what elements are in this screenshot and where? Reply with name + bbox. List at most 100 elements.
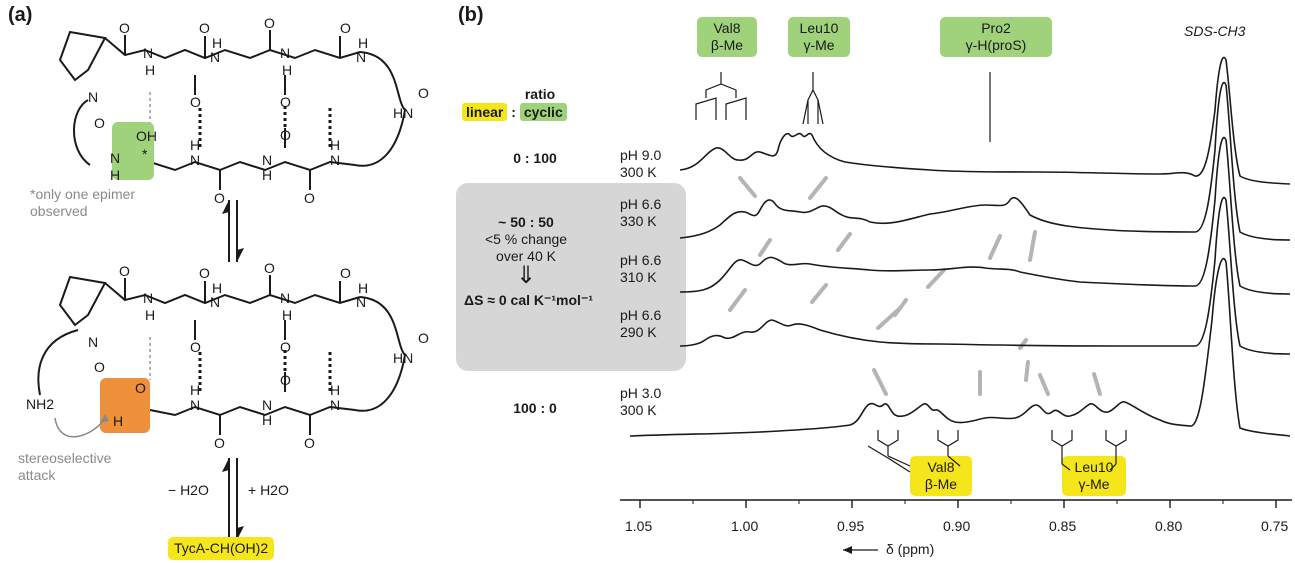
x-axis — [620, 499, 1292, 508]
x-tick-5: 0.85 — [1049, 518, 1077, 534]
epimer-star: * — [142, 146, 148, 162]
svg-text:O: O — [418, 85, 429, 101]
svg-text:O: O — [340, 20, 351, 36]
svg-text:O: O — [214, 435, 225, 451]
svg-text:H: H — [212, 35, 222, 51]
svg-text:N: N — [88, 334, 98, 350]
svg-text:N: N — [210, 49, 220, 65]
svg-text:H: H — [190, 137, 200, 153]
x-axis-label: δ (ppm) — [886, 541, 935, 557]
svg-text:N: N — [280, 290, 290, 306]
hemiaminal-oh-label: OH — [136, 128, 157, 144]
ratio-legend: linear : cyclic — [462, 103, 567, 121]
svg-text:H: H — [282, 62, 292, 78]
top-left-loop — [73, 99, 91, 166]
svg-text:O: O — [94, 115, 105, 131]
spectrum-5-conditions: pH 3.0 300 K — [620, 385, 662, 418]
spectrum-4-conditions: pH 6.6 290 K — [620, 307, 662, 340]
svg-text:O: O — [190, 94, 201, 110]
attack-arrow — [54, 417, 106, 438]
svg-text:O: O — [280, 372, 291, 388]
svg-text:H: H — [190, 382, 200, 398]
svg-text:H: H — [145, 307, 155, 323]
svg-text:O: O — [418, 330, 429, 346]
bottom-pyrrolidine-ring — [58, 275, 107, 327]
svg-text:O: O — [304, 190, 315, 206]
svg-text:O: O — [280, 94, 291, 110]
spectrum-2-conditions: pH 6.6 330 K — [620, 196, 662, 229]
svg-text:N: N — [262, 397, 272, 413]
ratio-colon: : — [511, 104, 516, 120]
svg-text:H: H — [330, 137, 340, 153]
svg-text:HN: HN — [393, 350, 413, 366]
svg-text:H: H — [262, 412, 272, 428]
bottom-multiplet-sticks — [867, 430, 1127, 473]
x-tick-7: 0.75 — [1261, 518, 1289, 534]
top-backbone-upper — [104, 37, 361, 60]
ratio-mid: ~ 50 : 50 — [498, 214, 554, 230]
bottom-backbone-upper — [104, 282, 361, 305]
svg-text:N: N — [356, 49, 366, 65]
spectrum-1-trace — [679, 56, 1291, 185]
svg-text:H: H — [212, 280, 222, 296]
svg-text:O: O — [199, 20, 210, 36]
svg-text:N: N — [110, 150, 120, 166]
bottom-tag-val8: Val8 β-Me — [910, 456, 972, 496]
svg-text:H: H — [358, 35, 368, 51]
ratio-mid-note2: over 40 K — [496, 248, 556, 264]
svg-text:O: O — [214, 190, 225, 206]
spectrum-1-conditions: pH 9.0 300 K — [620, 147, 662, 180]
svg-text:O: O — [94, 359, 105, 375]
bottom-left-arm — [37, 329, 79, 396]
top-multiplet-sticks — [695, 72, 991, 142]
svg-text:N: N — [190, 397, 200, 413]
svg-text:H: H — [282, 307, 292, 323]
ratio-mid-note1: <5 % change — [484, 231, 568, 247]
aldehyde-highlight — [100, 378, 150, 433]
svg-text:H: H — [330, 382, 340, 398]
svg-text:N: N — [210, 294, 220, 310]
ratio-title: ratio — [524, 86, 556, 102]
spectrum-3-trace — [679, 136, 1291, 295]
bottom-right-loop — [354, 296, 407, 412]
svg-text:O: O — [119, 20, 130, 36]
entropy-label: ΔS ≈ 0 cal K⁻¹mol⁻¹ — [464, 292, 593, 308]
epimer-note: *only one epimer observed — [30, 186, 136, 219]
panel-a-label: (a) — [8, 4, 33, 26]
spectrum-2-trace — [679, 81, 1291, 241]
x-tick-4: 0.90 — [943, 518, 971, 534]
top-tag-leu10: Leu10 γ-Me — [788, 17, 850, 57]
mid-ratio-box — [456, 183, 686, 371]
ratio-cyclic-chip: cyclic — [519, 103, 567, 121]
svg-text:N: N — [190, 152, 200, 168]
hydration-label: + H2O — [248, 482, 289, 498]
x-axis-minor-ticks — [692, 500, 1224, 504]
ratio-bottom: 100 : 0 — [513, 400, 557, 416]
hemiaminal-highlight — [112, 122, 154, 180]
ratio-top: 0 : 100 — [513, 150, 557, 166]
svg-text:N: N — [356, 294, 366, 310]
svg-text:O: O — [199, 265, 210, 281]
svg-text:O: O — [304, 435, 315, 451]
product-tag: TycA-CH(OH)2 — [168, 537, 275, 560]
ratio-linear-chip: linear — [462, 103, 508, 121]
svg-text:N: N — [330, 397, 340, 413]
sds-label: SDS-CH3 — [1184, 23, 1246, 39]
svg-text:N: N — [262, 152, 272, 168]
svg-text:HN: HN — [393, 105, 413, 121]
svg-text:H: H — [110, 167, 120, 183]
svg-text:N: N — [143, 45, 153, 61]
peak-trend-lines — [728, 176, 1102, 396]
down-implies-arrow: ⇓ — [515, 262, 537, 289]
top-tag-pro2: Pro2 γ-H(proS) — [940, 17, 1052, 57]
svg-text:O: O — [280, 339, 291, 355]
svg-text:H: H — [358, 280, 368, 296]
x-tick-6: 0.80 — [1155, 518, 1183, 534]
aldehyde-o-label: O — [135, 380, 146, 396]
top-pyrrolidine-ring — [58, 30, 107, 82]
x-tick-3: 0.95 — [837, 518, 865, 534]
svg-text:O: O — [340, 265, 351, 281]
x-tick-2: 1.00 — [731, 518, 759, 534]
svg-text:N: N — [280, 45, 290, 61]
